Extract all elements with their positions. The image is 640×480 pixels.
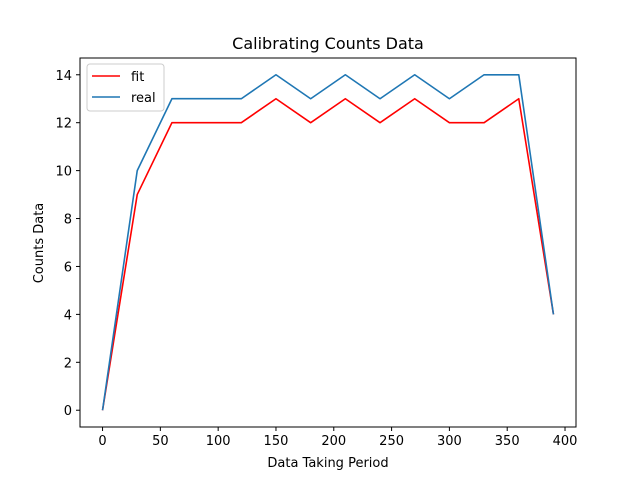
series-line-real <box>101 73 555 411</box>
chart-title: Calibrating Counts Data <box>232 34 424 53</box>
x-tick-label: 150 <box>264 434 289 449</box>
y-tick-label: 12 <box>55 117 72 132</box>
y-tick-label: 4 <box>64 308 72 323</box>
plot-frame <box>79 57 577 428</box>
y-tick-label: 10 <box>55 165 72 180</box>
x-tick-label: 100 <box>206 434 231 449</box>
y-tick-label: 0 <box>64 404 72 419</box>
x-axis-label: Data Taking Period <box>267 456 388 471</box>
x-tick-label: 350 <box>495 434 520 449</box>
x-tick-label: 300 <box>437 434 462 449</box>
legend-label-fit: fit <box>131 70 144 85</box>
legend-label-real: real <box>131 91 156 106</box>
legend: fit real <box>86 63 165 112</box>
x-tick-label: 400 <box>553 434 578 449</box>
x-axis: 0 50 100 150 200 250 300 350 400 <box>98 427 577 449</box>
y-tick-label: 14 <box>55 69 72 84</box>
series-layer <box>101 73 555 411</box>
x-tick-label: 0 <box>98 434 106 449</box>
y-axis: 0 2 4 6 8 10 12 14 <box>55 69 80 419</box>
x-tick-label: 250 <box>379 434 404 449</box>
y-tick-label: 2 <box>64 356 72 371</box>
series-line-fit <box>101 97 555 411</box>
y-tick-label: 8 <box>64 213 72 228</box>
y-axis-label: Counts Data <box>32 203 47 284</box>
x-tick-label: 50 <box>152 434 169 449</box>
plot-area <box>80 58 576 427</box>
x-tick-label: 200 <box>321 434 346 449</box>
y-tick-label: 6 <box>64 260 72 275</box>
